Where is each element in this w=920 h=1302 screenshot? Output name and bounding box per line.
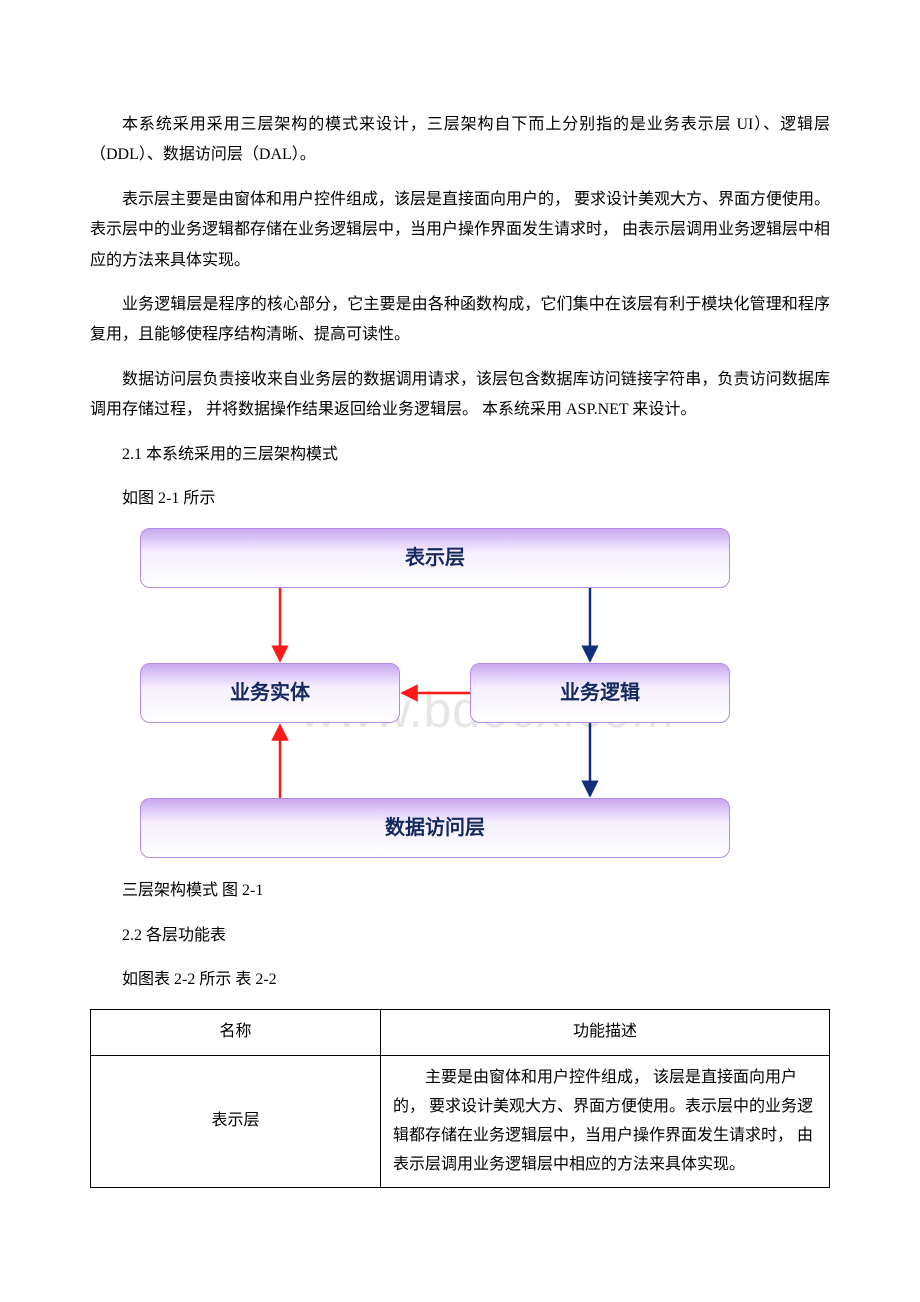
table-header-desc: 功能描述 xyxy=(381,1010,830,1056)
table-header-name: 名称 xyxy=(91,1010,381,1056)
paragraph-3: 业务逻辑层是程序的核心部分，它主要是由各种函数构成，它们集中在该层有利于模块化管… xyxy=(90,290,830,351)
table-cell-desc: 主要是由窗体和用户控件组成， 该层是直接面向用户的， 要求设计美观大方、界面方便… xyxy=(381,1056,830,1188)
node-business-entity: 业务实体 xyxy=(140,663,400,723)
table-cell-desc-text: 主要是由窗体和用户控件组成， 该层是直接面向用户的， 要求设计美观大方、界面方便… xyxy=(393,1064,817,1179)
node-presentation-layer: 表示层 xyxy=(140,528,730,588)
architecture-diagram: www.bdocx.com 表示层 业务实体 业务逻辑 数据访问层 xyxy=(130,528,740,858)
section-2-1-ref: 如图 2-1 所示 xyxy=(90,484,830,514)
node-label: 业务逻辑 xyxy=(560,674,640,712)
figure-2-1-caption: 三层架构模式 图 2-1 xyxy=(90,876,830,906)
section-2-2-title: 2.2 各层功能表 xyxy=(90,921,830,951)
paragraph-4: 数据访问层负责接收来自业务层的数据调用请求，该层包含数据库访问链接字符串，负责访… xyxy=(90,365,830,426)
table-header-row: 名称 功能描述 xyxy=(91,1010,830,1056)
node-label: 数据访问层 xyxy=(385,809,485,847)
section-2-1-title: 2.1 本系统采用的三层架构模式 xyxy=(90,440,830,470)
node-label: 表示层 xyxy=(405,539,465,577)
table-cell-name: 表示层 xyxy=(91,1056,381,1188)
node-business-logic: 业务逻辑 xyxy=(470,663,730,723)
layer-function-table: 名称 功能描述 表示层 主要是由窗体和用户控件组成， 该层是直接面向用户的， 要… xyxy=(90,1009,830,1188)
paragraph-1: 本系统采用采用三层架构的模式来设计，三层架构自下而上分别指的是业务表示层 UI）… xyxy=(90,110,830,171)
node-data-access-layer: 数据访问层 xyxy=(140,798,730,858)
table-2-2-caption: 如图表 2-2 所示 表 2-2 xyxy=(90,965,830,995)
node-label: 业务实体 xyxy=(230,674,310,712)
table-row: 表示层 主要是由窗体和用户控件组成， 该层是直接面向用户的， 要求设计美观大方、… xyxy=(91,1056,830,1188)
paragraph-2: 表示层主要是由窗体和用户控件组成，该层是直接面向用户的， 要求设计美观大方、界面… xyxy=(90,185,830,276)
